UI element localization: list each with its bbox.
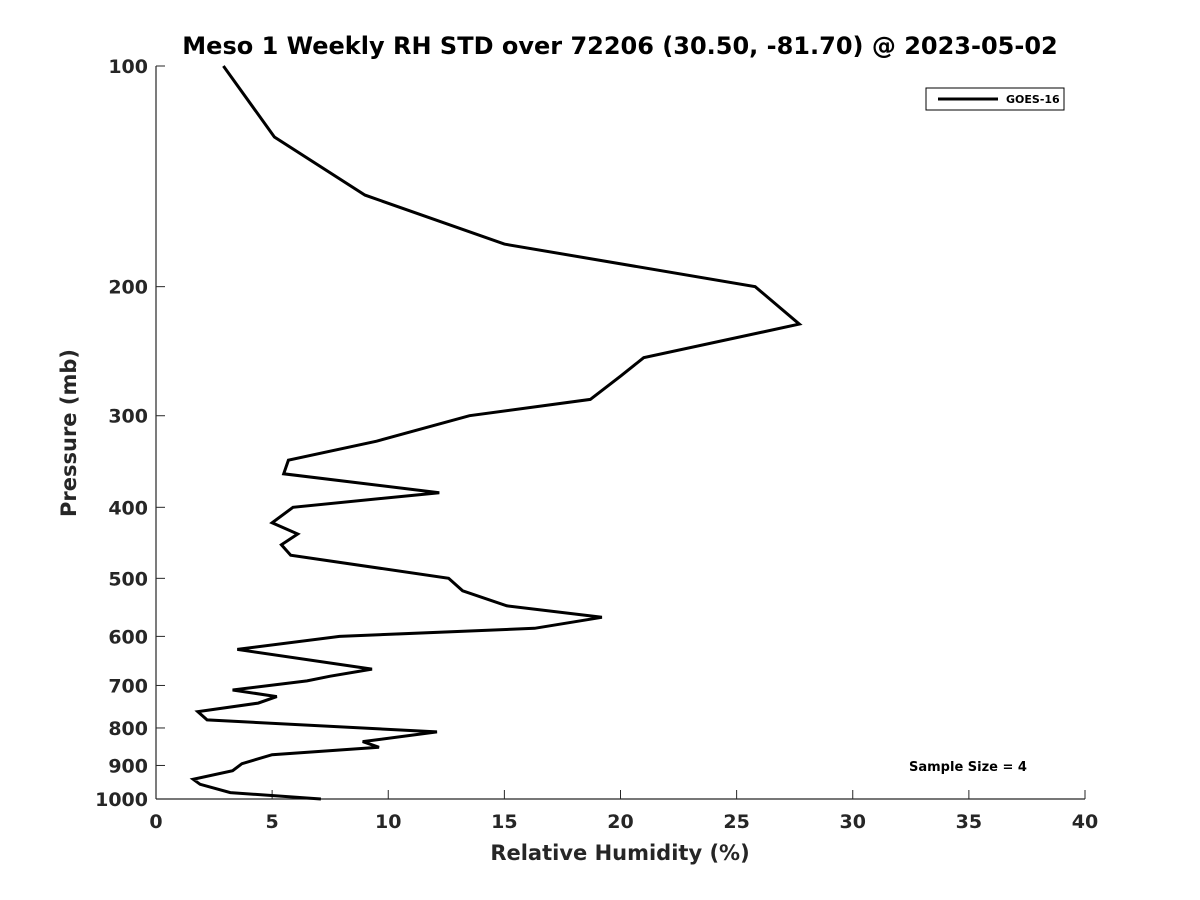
y-tick-label: 1000: [95, 789, 148, 811]
legend: GOES-16: [925, 87, 1065, 111]
y-axis-label: Pressure (mb): [57, 349, 81, 517]
y-tick-label: 700: [108, 675, 148, 697]
chart-title: Meso 1 Weekly RH STD over 72206 (30.50, …: [182, 32, 1057, 60]
sample-size-annotation: Sample Size = 4: [909, 760, 1027, 775]
legend-entry-goes-16: GOES-16: [1006, 93, 1060, 106]
y-tick-label: 500: [108, 568, 148, 590]
x-tick-label: 35: [956, 811, 982, 833]
y-tick-label: 400: [108, 497, 148, 519]
x-tick-label: 10: [375, 811, 401, 833]
x-tick-label: 20: [607, 811, 633, 833]
y-tick-label: 100: [108, 56, 148, 78]
x-tick-label: 30: [840, 811, 866, 833]
x-tick-label: 5: [266, 811, 279, 833]
y-tick-label: 800: [108, 718, 148, 740]
series-line-goes-16: [189, 65, 803, 801]
x-tick-label: 25: [723, 811, 749, 833]
y-tick-label: 300: [108, 406, 148, 428]
x-axis-label: Relative Humidity (%): [490, 841, 749, 865]
y-tick-label: 200: [108, 277, 148, 299]
x-tick-label: 40: [1072, 811, 1098, 833]
axis-ticks: 0 5 10 15 20 25 30 35 40 100 200 300 400 500 600 700 800…: [95, 56, 1098, 833]
x-tick-label: 15: [491, 811, 517, 833]
y-tick-label: 600: [108, 626, 148, 648]
y-tick-label: 900: [108, 755, 148, 777]
x-tick-label: 0: [149, 811, 162, 833]
